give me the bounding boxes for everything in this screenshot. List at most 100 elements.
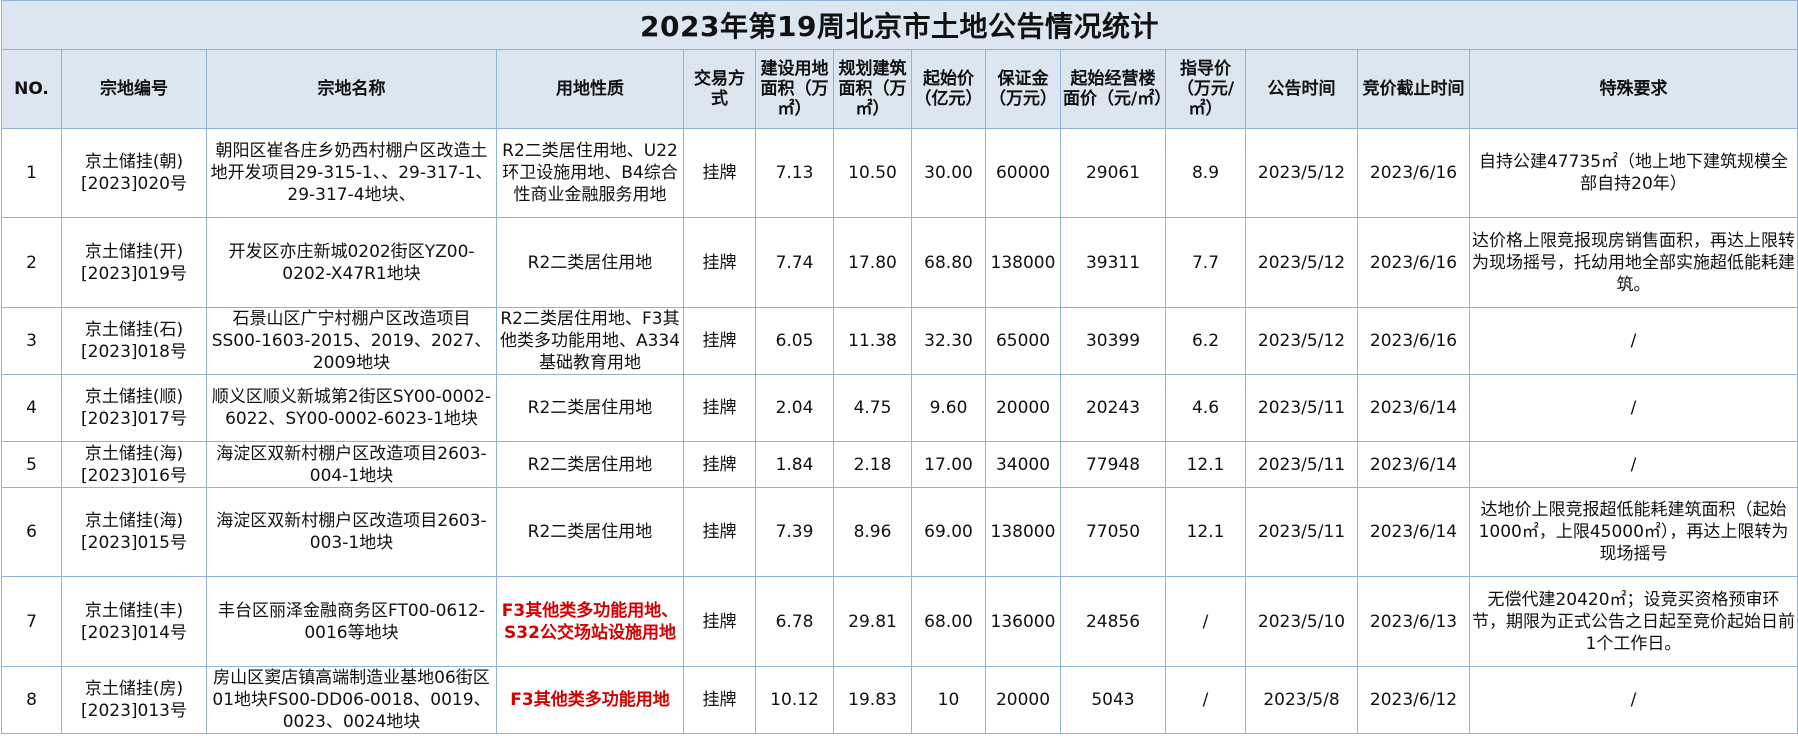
cell-special: /	[1469, 374, 1798, 442]
cell-deadline: 2023/6/14	[1357, 441, 1470, 488]
cell-use: F3其他类多功能用地	[496, 666, 684, 734]
header-no: NO.	[1, 49, 62, 129]
cell-special: /	[1469, 666, 1798, 734]
table-row: 5 京土储挂(海)[2023]016号 海淀区双新村棚户区改造项目2603-004-…	[1, 441, 1798, 488]
cell-build-area: 10.50	[833, 128, 912, 218]
cell-announce: 2023/5/11	[1245, 487, 1358, 577]
cell-announce: 2023/5/11	[1245, 374, 1358, 442]
cell-guide-price: /	[1165, 666, 1246, 734]
cell-method: 挂牌	[683, 487, 756, 577]
cell-build-area: 4.75	[833, 374, 912, 442]
table-row: 8 京土储挂(房)[2023]013号 房山区窦店镇高端制造业基地06街区01地块F…	[1, 666, 1798, 734]
table-title: 2023年第19周北京市土地公告情况统计	[1, 0, 1798, 50]
cell-method: 挂牌	[683, 576, 756, 667]
cell-method: 挂牌	[683, 441, 756, 488]
header-use: 用地性质	[496, 49, 684, 129]
cell-name: 丰台区丽泽金融商务区FT00-0612-0016等地块	[206, 576, 497, 667]
cell-name: 海淀区双新村棚户区改造项目2603-003-1地块	[206, 487, 497, 577]
cell-code: 京土储挂(朝)[2023]020号	[61, 128, 207, 218]
cell-no: 2	[1, 217, 62, 308]
cell-build-area: 29.81	[833, 576, 912, 667]
cell-deposit: 20000	[985, 374, 1061, 442]
cell-use: R2二类居住用地	[496, 374, 684, 442]
cell-build-area: 17.80	[833, 217, 912, 308]
cell-method: 挂牌	[683, 128, 756, 218]
cell-build-area: 8.96	[833, 487, 912, 577]
cell-build-area: 19.83	[833, 666, 912, 734]
header-land-area: 建设用地面积（万㎡）	[755, 49, 834, 129]
cell-name: 朝阳区崔各庄乡奶西村棚户区改造土地开发项目29-315-1、、29-317-1、…	[206, 128, 497, 218]
header-method: 交易方式	[683, 49, 756, 129]
table-row: 2 京土储挂(开)[2023]019号 开发区亦庄新城0202街区YZ00-0202…	[1, 217, 1798, 308]
cell-guide-price: 4.6	[1165, 374, 1246, 442]
cell-special: /	[1469, 441, 1798, 488]
cell-no: 8	[1, 666, 62, 734]
cell-no: 5	[1, 441, 62, 488]
cell-method: 挂牌	[683, 217, 756, 308]
table-row: 7 京土储挂(丰)[2023]014号 丰台区丽泽金融商务区FT00-0612-00…	[1, 576, 1798, 667]
cell-deposit: 138000	[985, 487, 1061, 577]
cell-floor-price: 5043	[1060, 666, 1166, 734]
cell-guide-price: 12.1	[1165, 441, 1246, 488]
cell-no: 3	[1, 307, 62, 375]
cell-code: 京土储挂(丰)[2023]014号	[61, 576, 207, 667]
header-special: 特殊要求	[1469, 49, 1798, 129]
cell-land-area: 7.39	[755, 487, 834, 577]
header-row: NO. 宗地编号 宗地名称 用地性质 交易方式 建设用地面积（万㎡） 规划建筑面…	[1, 49, 1798, 129]
cell-method: 挂牌	[683, 374, 756, 442]
cell-floor-price: 29061	[1060, 128, 1166, 218]
cell-announce: 2023/5/12	[1245, 128, 1358, 218]
cell-code: 京土储挂(海)[2023]016号	[61, 441, 207, 488]
cell-floor-price: 30399	[1060, 307, 1166, 375]
header-build-area: 规划建筑面积（万㎡）	[833, 49, 912, 129]
cell-deadline: 2023/6/16	[1357, 307, 1470, 375]
cell-use: F3其他类多功能用地、S32公交场站设施用地	[496, 576, 684, 667]
cell-floor-price: 39311	[1060, 217, 1166, 308]
cell-land-area: 1.84	[755, 441, 834, 488]
cell-method: 挂牌	[683, 307, 756, 375]
cell-deadline: 2023/6/16	[1357, 128, 1470, 218]
table-row: 1 京土储挂(朝)[2023]020号 朝阳区崔各庄乡奶西村棚户区改造土地开发项目2…	[1, 128, 1798, 218]
header-start-price: 起始价（亿元）	[911, 49, 986, 129]
cell-announce: 2023/5/12	[1245, 217, 1358, 308]
cell-start-price: 68.00	[911, 576, 986, 667]
cell-land-area: 10.12	[755, 666, 834, 734]
cell-announce: 2023/5/8	[1245, 666, 1358, 734]
cell-code: 京土储挂(顺)[2023]017号	[61, 374, 207, 442]
cell-name: 房山区窦店镇高端制造业基地06街区01地块FS00-DD06-0018、0019…	[206, 666, 497, 734]
cell-deposit: 20000	[985, 666, 1061, 734]
cell-deadline: 2023/6/14	[1357, 487, 1470, 577]
cell-land-area: 6.05	[755, 307, 834, 375]
cell-use: R2二类居住用地、U22环卫设施用地、B4综合性商业金融服务用地	[496, 128, 684, 218]
cell-deadline: 2023/6/16	[1357, 217, 1470, 308]
cell-land-area: 7.13	[755, 128, 834, 218]
cell-floor-price: 77948	[1060, 441, 1166, 488]
cell-guide-price: 7.7	[1165, 217, 1246, 308]
header-announce: 公告时间	[1245, 49, 1358, 129]
cell-start-price: 30.00	[911, 128, 986, 218]
cell-use: R2二类居住用地	[496, 441, 684, 488]
cell-no: 7	[1, 576, 62, 667]
cell-guide-price: 12.1	[1165, 487, 1246, 577]
cell-deadline: 2023/6/13	[1357, 576, 1470, 667]
cell-floor-price: 24856	[1060, 576, 1166, 667]
cell-use: R2二类居住用地	[496, 487, 684, 577]
table-row: 6 京土储挂(海)[2023]015号 海淀区双新村棚户区改造项目2603-003-…	[1, 487, 1798, 577]
table-row: 4 京土储挂(顺)[2023]017号 顺义区顺义新城第2街区SY00-0002-6…	[1, 374, 1798, 442]
cell-special: 达价格上限竞报现房销售面积，再达上限转为现场摇号，托幼用地全部实施超低能耗建筑。	[1469, 217, 1798, 308]
cell-guide-price: 6.2	[1165, 307, 1246, 375]
cell-no: 6	[1, 487, 62, 577]
header-floor-price: 起始经营楼面价（元/㎡）	[1060, 49, 1166, 129]
cell-deposit: 65000	[985, 307, 1061, 375]
cell-land-area: 2.04	[755, 374, 834, 442]
cell-deadline: 2023/6/14	[1357, 374, 1470, 442]
cell-announce: 2023/5/12	[1245, 307, 1358, 375]
cell-deposit: 34000	[985, 441, 1061, 488]
cell-land-area: 7.74	[755, 217, 834, 308]
cell-name: 海淀区双新村棚户区改造项目2603-004-1地块	[206, 441, 497, 488]
cell-use: R2二类居住用地	[496, 217, 684, 308]
cell-build-area: 11.38	[833, 307, 912, 375]
cell-land-area: 6.78	[755, 576, 834, 667]
table-body: 1 京土储挂(朝)[2023]020号 朝阳区崔各庄乡奶西村棚户区改造土地开发项目2…	[1, 128, 1798, 734]
